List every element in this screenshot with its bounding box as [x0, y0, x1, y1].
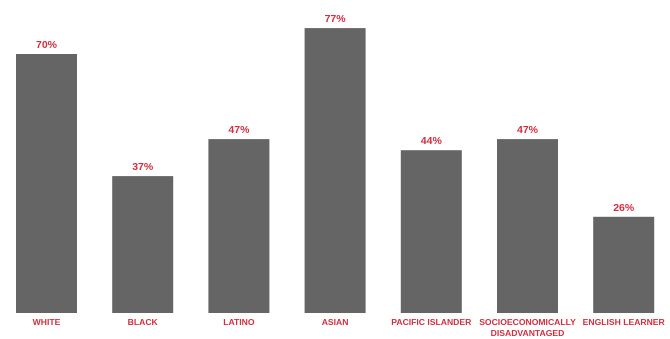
- value-label: 77%: [325, 13, 347, 25]
- category-labels-group: WHITE BLACK LATINO ASIAN PACIFIC ISLANDER SOC…: [33, 317, 666, 338]
- category-label: LATINO: [223, 317, 255, 327]
- bar-black: [112, 176, 174, 313]
- category-label: PACIFIC ISLANDER: [391, 317, 472, 327]
- bar-latino: [208, 139, 270, 313]
- category-label: WHITE: [33, 317, 61, 327]
- value-label: 47%: [228, 124, 250, 136]
- value-label: 37%: [132, 161, 154, 173]
- category-label: SOCIOECONOMICALLY DISADVANTAGED: [479, 317, 576, 338]
- value-label: 47%: [517, 124, 539, 136]
- bar-socioeconomically-disadvantaged: [497, 139, 558, 313]
- category-label: ENGLISH LEARNER: [583, 317, 666, 327]
- bar-pacific-islander: [400, 150, 462, 313]
- bars-group: [16, 28, 655, 313]
- value-label: 26%: [613, 202, 635, 214]
- category-label: ASIAN: [322, 317, 349, 327]
- category-label: BLACK: [128, 317, 159, 327]
- value-label: 44%: [421, 135, 443, 147]
- bar-english-learner: [593, 216, 655, 313]
- value-label: 70%: [36, 39, 58, 51]
- value-labels-group: 70% 37% 47% 77% 44% 47% 26%: [36, 13, 635, 214]
- bar-white: [16, 54, 77, 313]
- bar-asian: [304, 28, 366, 313]
